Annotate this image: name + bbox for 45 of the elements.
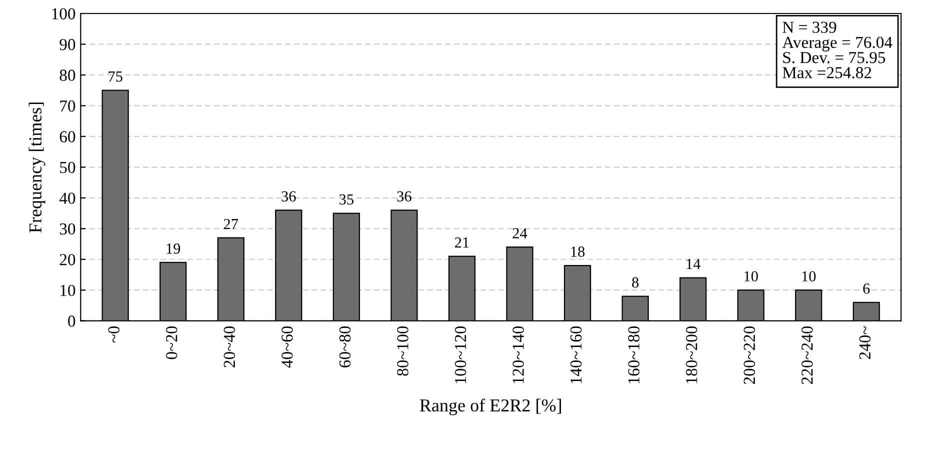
x-axis-title: Range of E2R2 [%] [420,398,561,416]
x-tick-label: 240~ [859,326,871,359]
data-label: 21 [454,237,469,248]
x-tick-label: 180~200 [686,326,698,384]
y-tick-label: 50 [60,162,76,174]
x-tick-label: 120~140 [512,326,524,384]
data-label: 14 [686,258,700,270]
y-tick-label: 90 [60,38,76,50]
y-tick-label: 10 [60,284,76,296]
annotation: Average = 76.04 [782,36,892,52]
x-tick-label: 80~100 [397,326,408,376]
x-tick-label: ~0 [108,326,120,343]
y-tick-label: 40 [59,192,76,204]
x-tick-label: 140~160 [570,326,582,384]
y-tick-label: 100 [52,8,76,20]
y-tick-label: 60 [60,131,76,142]
y-tick-label: 30 [60,223,76,235]
y-tick-label: 20 [60,254,76,266]
x-tick-label: 220~240 [802,326,813,384]
data-label: 35 [340,194,354,205]
y-tick-label: 70 [60,100,76,112]
data-label: 75 [108,72,122,82]
data-label: 10 [744,271,758,282]
annotation: N = 339 [782,22,836,33]
data-label: 8 [632,277,639,288]
data-label: 36 [282,191,296,202]
x-tick-label: 0~20 [166,326,178,360]
data-label: 18 [571,246,585,257]
data-label: 36 [397,191,412,202]
data-label: 19 [166,244,180,254]
annotation: Max =254.82 [782,67,872,78]
annotation: S. Dev. = 75.95 [783,52,886,64]
x-tick-label: 60~80 [339,326,351,368]
x-tick-label: 200~220 [744,326,756,384]
y-tick-label: 0 [68,316,76,327]
x-tick-label: 20~40 [224,326,236,368]
y-axis-title: Frequency [times] [28,102,46,233]
x-tick-label: 160~180 [628,326,640,384]
x-tick-label: 40~60 [282,326,293,368]
data-label: 27 [224,218,238,230]
data-label: 10 [802,271,816,282]
data-label: 6 [863,283,870,294]
data-label: 24 [512,228,528,238]
x-tick-label: 100~120 [454,326,466,384]
y-tick-label: 80 [60,70,76,81]
